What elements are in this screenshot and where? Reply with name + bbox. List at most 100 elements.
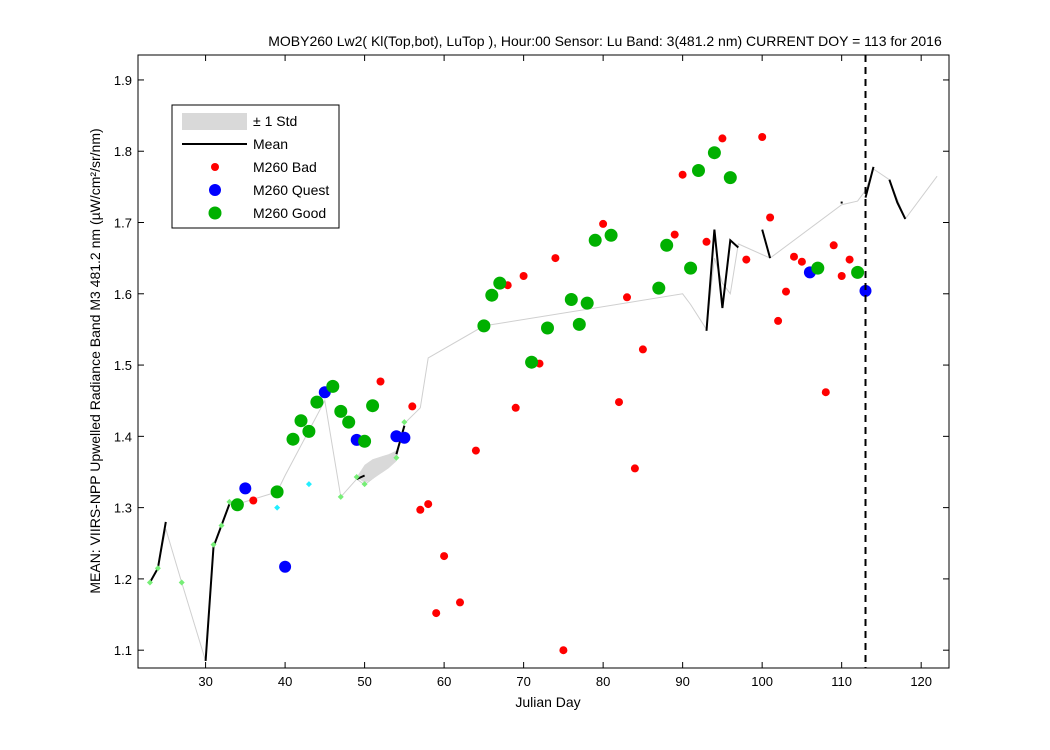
- bad-point: [424, 500, 433, 509]
- good-point: [310, 395, 324, 409]
- bad-point: [456, 598, 464, 607]
- good-point: [564, 293, 578, 306]
- good-point: [588, 233, 602, 247]
- x-tick-label: 120: [910, 674, 932, 689]
- small-green-marker: [361, 481, 368, 488]
- bad-point: [511, 403, 520, 412]
- bad-point: [249, 496, 258, 505]
- legend-label-good: M260 Good: [253, 205, 326, 221]
- y-tick-label: 1.2: [114, 572, 132, 587]
- mean-line-segment: [864, 166, 875, 198]
- mean-line-segment: [705, 229, 739, 331]
- bad-point: [559, 646, 568, 655]
- bad-point: [702, 237, 711, 246]
- mean-line-segment: [204, 503, 231, 661]
- quest-point: [279, 560, 292, 573]
- small-green-marker: [401, 419, 408, 426]
- legend-swatch-std: [182, 113, 247, 130]
- good-point: [572, 317, 586, 331]
- bad-point: [551, 254, 560, 263]
- bad-point: [519, 272, 528, 280]
- good-point: [366, 399, 380, 413]
- y-tick-label: 1.5: [114, 358, 132, 373]
- y-tick-label: 1.9: [114, 73, 132, 88]
- bad-point: [615, 398, 623, 407]
- y-tick-label: 1.1: [114, 643, 132, 658]
- good-point: [334, 404, 348, 418]
- good-point: [684, 261, 698, 275]
- y-tick-label: 1.3: [114, 501, 132, 516]
- std-band-area: [356, 450, 397, 483]
- good-point: [493, 276, 507, 290]
- mean-line-segment: [761, 229, 772, 259]
- small-cyan-marker: [274, 504, 281, 511]
- legend-swatch-bad: [211, 163, 219, 171]
- good-point: [477, 319, 491, 333]
- good-point: [302, 424, 316, 438]
- small-green-marker: [393, 454, 400, 461]
- bad-point: [670, 230, 679, 239]
- good-point: [326, 379, 340, 393]
- quest-point: [239, 482, 252, 495]
- x-tick-label: 30: [198, 674, 212, 689]
- good-point: [604, 228, 618, 242]
- x-axis-label: Julian Day: [515, 694, 580, 710]
- bad-point: [638, 345, 647, 354]
- good-point: [294, 414, 308, 428]
- good-point: [851, 265, 865, 279]
- chart-title: MOBY260 Lw2( Kl(Top,bot), LuTop ), Hour:…: [268, 33, 942, 49]
- bad-point: [376, 377, 385, 386]
- bad-point: [821, 388, 830, 397]
- legend-label-line: Mean: [253, 136, 288, 152]
- y-axis-ticks: 1.1 1.2 1.3 1.4 1.5 1.6 1.7 1.8 1.9: [114, 73, 949, 658]
- bad-point: [837, 272, 846, 280]
- bad-point: [797, 257, 806, 266]
- x-tick-label: 100: [751, 674, 773, 689]
- bad-point: [758, 133, 767, 141]
- good-point: [723, 171, 737, 185]
- points-layer: [230, 133, 872, 655]
- bad-point: [432, 609, 441, 618]
- bad-point: [782, 287, 790, 296]
- good-point: [485, 288, 499, 302]
- bad-point: [408, 402, 417, 411]
- legend-label-band: ± 1 Std: [253, 113, 297, 129]
- bad-point: [599, 219, 608, 228]
- y-tick-label: 1.6: [114, 287, 132, 302]
- y-tick-label: 1.7: [114, 216, 132, 231]
- bad-point: [678, 170, 687, 179]
- small-green-marker: [178, 579, 185, 586]
- good-point: [342, 415, 356, 429]
- small-green-marker: [353, 473, 360, 480]
- plot-frame: [137, 54, 950, 669]
- quest-point: [398, 431, 411, 444]
- good-point: [580, 296, 594, 310]
- small-green-marker: [154, 565, 161, 572]
- small-green-marker: [218, 522, 225, 529]
- bad-point: [774, 316, 783, 325]
- bad-point: [623, 293, 631, 302]
- good-point: [660, 238, 674, 252]
- bad-point: [416, 505, 425, 514]
- x-tick-label: 60: [437, 674, 451, 689]
- small-green-marker: [210, 541, 217, 548]
- good-point: [707, 146, 721, 160]
- x-axis-ticks: 30 40 50 60 70 80 90 100 110 120: [198, 55, 932, 689]
- x-tick-label: 80: [596, 674, 610, 689]
- quest-point: [859, 284, 872, 297]
- legend-label-bad: M260 Bad: [253, 159, 317, 175]
- bad-point: [630, 464, 639, 473]
- bad-point: [829, 241, 838, 250]
- y-axis-label: MEAN: VIIRS-NPP Upwelled Radiance Band M…: [87, 128, 103, 593]
- good-point: [541, 321, 554, 335]
- small-cyan-marker: [305, 481, 312, 488]
- good-point: [692, 164, 705, 177]
- legend-label-quest: M260 Quest: [253, 182, 329, 198]
- small-green-marker: [337, 493, 344, 500]
- small-green-marker: [226, 498, 233, 505]
- good-point: [525, 355, 539, 369]
- good-point: [286, 432, 300, 446]
- x-tick-label: 110: [831, 674, 852, 689]
